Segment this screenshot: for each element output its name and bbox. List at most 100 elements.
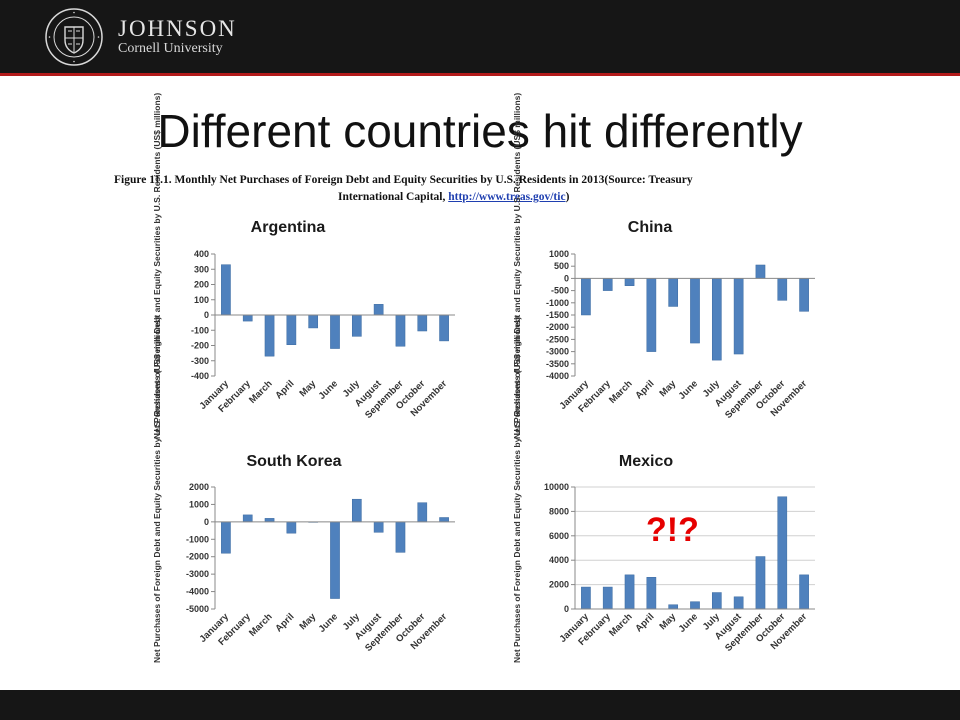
x-tick-label: April bbox=[633, 611, 656, 634]
chart-plot: 1000080006000400020000JanuaryFebruaryMar… bbox=[544, 482, 815, 654]
cornell-seal-icon bbox=[45, 8, 103, 66]
y-tick-label: -2500 bbox=[546, 334, 569, 344]
bar-march bbox=[624, 574, 635, 610]
y-tick-label: -2000 bbox=[546, 322, 569, 332]
bar-june bbox=[330, 314, 340, 349]
y-tick-label: 0 bbox=[564, 604, 569, 614]
bar-october bbox=[777, 496, 788, 610]
bar-january bbox=[581, 278, 591, 316]
chart-title: China bbox=[627, 219, 673, 236]
y-tick-label: 1000 bbox=[549, 249, 569, 259]
figure-caption-line1: Figure 11.1. Monthly Net Purchases of Fo… bbox=[114, 174, 693, 186]
bar-october bbox=[777, 278, 788, 301]
bar-march bbox=[624, 278, 635, 286]
chart-argentina: Argentina Net Purchases of Foreign Debt … bbox=[110, 93, 460, 439]
chart-china: China Net Purchases of Foreign Debt and … bbox=[470, 93, 820, 439]
bar-april bbox=[646, 278, 657, 352]
bar-february bbox=[602, 278, 613, 291]
bar-february bbox=[242, 314, 253, 322]
y-tick-label: -3000 bbox=[546, 347, 569, 357]
y-tick-label: -500 bbox=[551, 286, 569, 296]
bar-may bbox=[308, 314, 319, 329]
bar-july bbox=[351, 498, 362, 523]
y-tick-label: -200 bbox=[191, 341, 209, 351]
chart-title: Argentina bbox=[250, 219, 326, 236]
y-tick-label: -3500 bbox=[546, 359, 569, 369]
chart-mexico: Mexico Net Purchases of Foreign Debt and… bbox=[470, 317, 820, 672]
y-tick-label: -100 bbox=[191, 325, 209, 335]
bar-march bbox=[264, 314, 275, 357]
y-tick-label: 1000 bbox=[189, 499, 209, 509]
bar-june bbox=[330, 521, 340, 599]
chart-plot: 1000 500 0 -500 -1000 -1500 -2000 -2500 -3000 -35… bbox=[546, 249, 815, 421]
y-tick-label: -4000 bbox=[186, 587, 209, 597]
x-tick-label: May bbox=[297, 611, 318, 632]
y-tick-label: -4000 bbox=[546, 371, 569, 381]
bar-august bbox=[733, 596, 744, 610]
y-tick-label: -1000 bbox=[546, 298, 569, 308]
y-tick-label: 6000 bbox=[549, 531, 569, 541]
x-tick-label: June bbox=[677, 611, 700, 634]
y-tick-label: -1500 bbox=[546, 310, 569, 320]
x-tick-label: March bbox=[607, 611, 635, 639]
y-tick-label: 10000 bbox=[544, 482, 569, 492]
logo-wordmark: JOHNSON bbox=[118, 16, 237, 41]
x-tick-label: May bbox=[657, 378, 678, 399]
y-tick-label: -3000 bbox=[186, 569, 209, 579]
figure-caption-line2: International Capital, http://www.treas.… bbox=[114, 189, 844, 206]
logo-subtitle: Cornell University bbox=[118, 41, 223, 56]
bar-june bbox=[690, 601, 700, 610]
figure-caption-suffix: ) bbox=[565, 191, 570, 203]
bar-april bbox=[646, 577, 657, 610]
figure-caption: Figure 11.1. Monthly Net Purchases of Fo… bbox=[114, 172, 844, 206]
bar-march bbox=[264, 518, 275, 523]
y-tick-label: -5000 bbox=[186, 604, 209, 614]
y-tick-label: 2000 bbox=[189, 482, 209, 492]
chart-plot: 4003002001000-100-200-300-400JanuaryFebr… bbox=[191, 249, 455, 421]
bar-september bbox=[395, 521, 406, 553]
y-tick-label: -400 bbox=[191, 371, 209, 381]
bar-october bbox=[417, 314, 428, 332]
chart-title: South Korea bbox=[246, 453, 342, 470]
y-tick-label: 8000 bbox=[549, 506, 569, 516]
bar-october bbox=[417, 502, 428, 523]
bar-july bbox=[351, 314, 362, 337]
x-tick-label: April bbox=[273, 378, 296, 401]
bar-july bbox=[711, 278, 722, 361]
x-tick-label: April bbox=[273, 611, 296, 634]
chart-south-korea: South Korea Net Purchases of Foreign Deb… bbox=[110, 317, 460, 672]
y-tick-label: 400 bbox=[194, 249, 209, 259]
x-tick-label: June bbox=[317, 378, 340, 401]
figure-caption-prefix: International Capital, bbox=[338, 191, 449, 203]
bar-november bbox=[439, 314, 449, 342]
bar-august bbox=[373, 304, 384, 316]
annotation-text: ?!? bbox=[646, 511, 699, 549]
header-bar: JOHNSON Cornell University bbox=[0, 0, 960, 73]
bar-november bbox=[439, 517, 449, 523]
bar-april bbox=[286, 314, 297, 345]
x-tick-label: June bbox=[317, 611, 340, 634]
y-tick-label: 0 bbox=[204, 310, 209, 320]
y-tick-label: 100 bbox=[194, 295, 209, 305]
y-tick-label: 2000 bbox=[549, 580, 569, 590]
y-tick-label: 0 bbox=[204, 517, 209, 527]
y-tick-label: 4000 bbox=[549, 555, 569, 565]
bar-may bbox=[668, 604, 679, 610]
bar-january bbox=[221, 264, 231, 316]
bar-february bbox=[602, 586, 613, 610]
x-tick-label: March bbox=[247, 378, 275, 406]
slide-title: Different countries hit differently bbox=[157, 105, 803, 157]
header-accent-line bbox=[0, 73, 960, 76]
y-tick-label: -1000 bbox=[186, 534, 209, 544]
x-tick-label: May bbox=[297, 378, 318, 399]
bar-january bbox=[581, 586, 591, 610]
bar-february bbox=[242, 514, 253, 523]
bar-august bbox=[733, 278, 744, 355]
chart-plot: 200010000-1000-2000-3000-4000-5000Januar… bbox=[186, 482, 455, 654]
bar-september bbox=[755, 264, 766, 279]
bar-july bbox=[711, 592, 722, 610]
chart-title: Mexico bbox=[618, 453, 674, 470]
x-tick-label: April bbox=[633, 378, 656, 401]
source-link[interactable]: http://www.treas.gov/tic bbox=[448, 191, 566, 203]
bar-april bbox=[286, 521, 297, 534]
